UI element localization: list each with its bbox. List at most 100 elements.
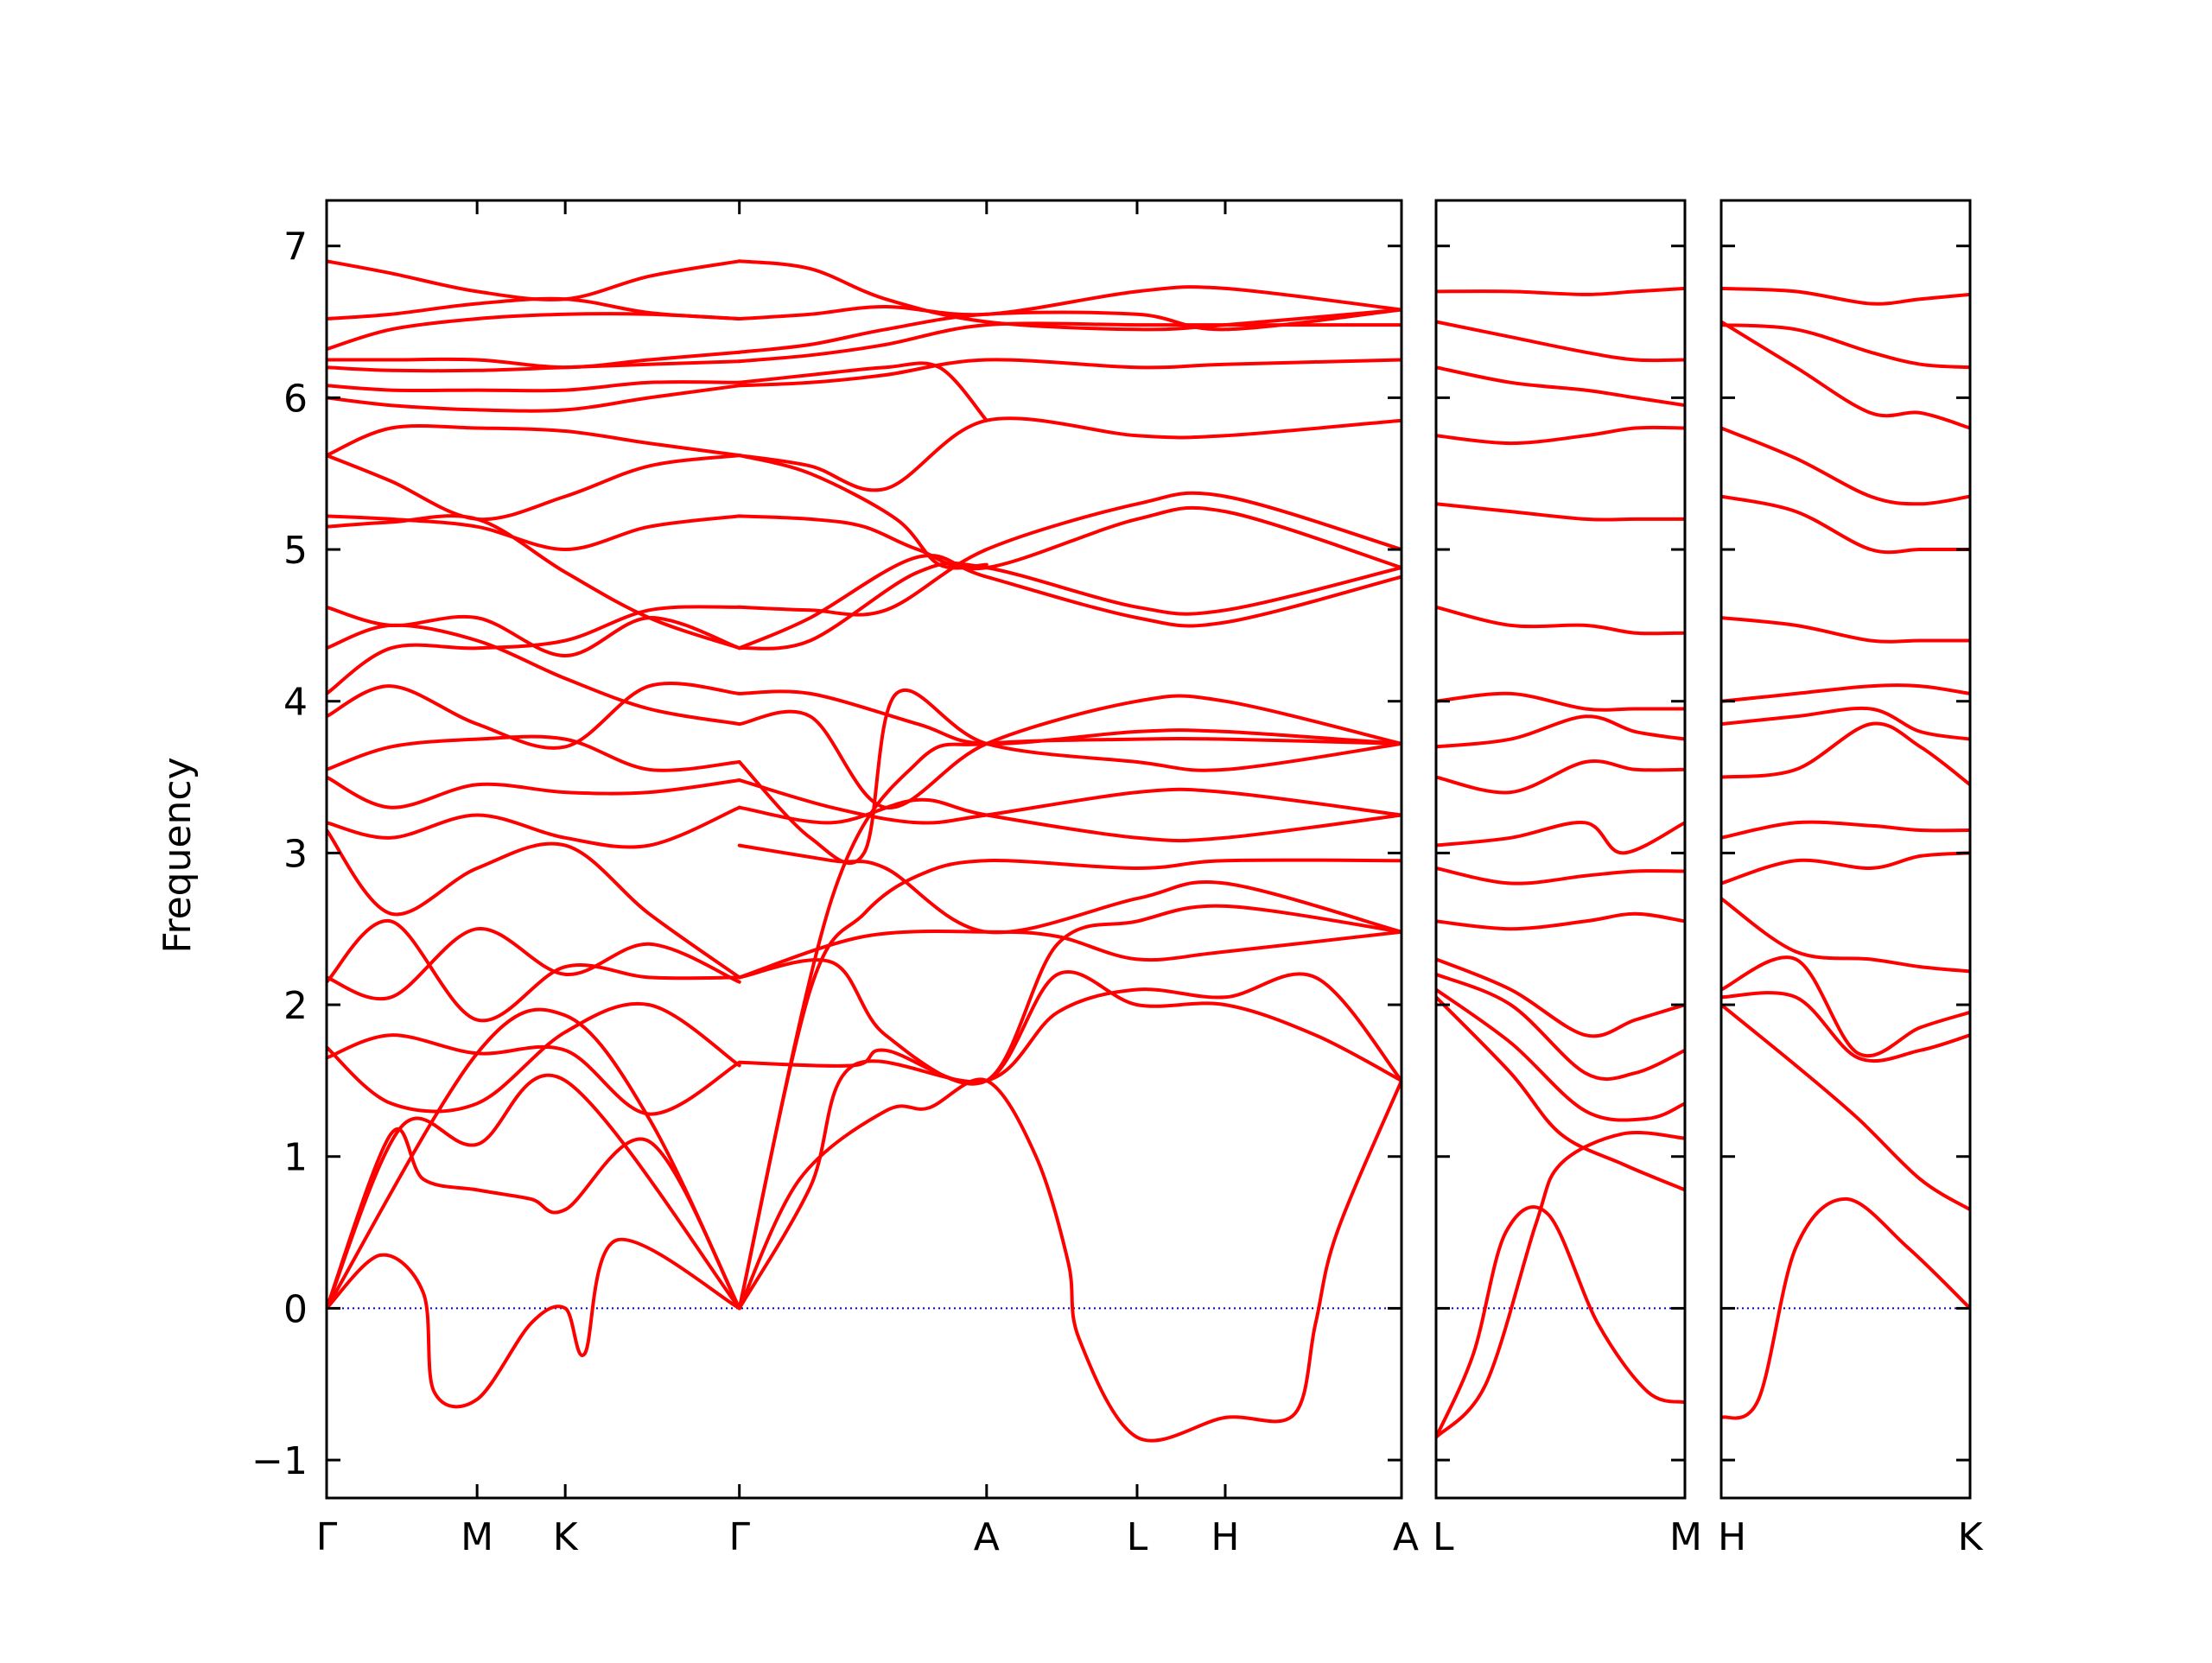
band-line bbox=[737, 454, 988, 570]
x-tick-label: H bbox=[1718, 1515, 1746, 1559]
bands-group bbox=[1436, 286, 1685, 1439]
band-line bbox=[1436, 286, 1685, 296]
band-line bbox=[327, 424, 741, 458]
band-line bbox=[737, 259, 1402, 332]
band-line bbox=[327, 805, 741, 849]
panel-1: −1 0 1 2 3 4 5 6 7 Γ M K Γ A L H A bbox=[251, 199, 1419, 1559]
band-line bbox=[327, 1237, 741, 1409]
band-line bbox=[327, 927, 741, 1001]
band-line bbox=[327, 919, 741, 1023]
band-line bbox=[1436, 995, 1685, 1192]
band-line bbox=[1721, 494, 1970, 555]
x-tick-label: Γ bbox=[316, 1515, 338, 1559]
y-axis-label: Frequency bbox=[156, 757, 200, 953]
y-tick-label: 0 bbox=[283, 1287, 308, 1331]
x-tick-label: K bbox=[553, 1515, 579, 1559]
band-line bbox=[327, 623, 741, 727]
x-tick-label: M bbox=[461, 1515, 493, 1559]
band-line bbox=[1436, 1205, 1685, 1439]
plot-frame bbox=[1719, 199, 1972, 1500]
band-line bbox=[1436, 425, 1685, 446]
band-line bbox=[1436, 820, 1685, 855]
band-line bbox=[1436, 911, 1685, 931]
x-tick-label: A bbox=[1393, 1515, 1419, 1559]
band-line bbox=[737, 797, 1402, 843]
band-line bbox=[737, 688, 1402, 866]
band-line bbox=[1436, 605, 1685, 636]
band-line bbox=[1436, 866, 1685, 885]
band-line bbox=[327, 828, 741, 980]
band-line bbox=[1721, 991, 1970, 1063]
band-line bbox=[737, 285, 1402, 321]
band-line bbox=[327, 1001, 741, 1114]
band-line bbox=[327, 605, 741, 695]
band-line bbox=[1436, 972, 1685, 1082]
band-line bbox=[1436, 957, 1685, 1038]
band-line bbox=[737, 904, 1402, 1086]
band-line bbox=[737, 970, 1402, 1085]
band-line bbox=[737, 778, 1402, 825]
band-line bbox=[737, 358, 1402, 388]
band-line bbox=[1436, 320, 1685, 363]
band-line bbox=[327, 259, 741, 301]
y-tick-label: 2 bbox=[283, 984, 308, 1028]
band-line bbox=[1721, 1003, 1970, 1212]
band-line bbox=[327, 775, 741, 809]
y-tick-label: 3 bbox=[283, 832, 308, 876]
band-line bbox=[1721, 616, 1970, 644]
band-line bbox=[327, 514, 741, 551]
x-tick-label: L bbox=[1433, 1515, 1454, 1559]
band-line bbox=[737, 930, 1402, 980]
band-line bbox=[737, 694, 1402, 809]
y-tick-label: −1 bbox=[251, 1439, 308, 1483]
band-line bbox=[1721, 721, 1970, 787]
x-tick-label: M bbox=[1669, 1515, 1702, 1559]
band-line bbox=[327, 384, 741, 413]
plot-frame bbox=[325, 199, 1403, 1500]
band-line bbox=[1436, 502, 1685, 522]
band-line bbox=[1721, 706, 1970, 741]
y-tick-label: 5 bbox=[283, 529, 308, 573]
y-tick-label: 1 bbox=[283, 1136, 308, 1180]
band-line bbox=[327, 1033, 741, 1116]
band-line bbox=[737, 491, 1402, 617]
x-tick-label: Γ bbox=[728, 1515, 750, 1559]
band-line bbox=[737, 308, 1402, 354]
band-line bbox=[327, 605, 741, 657]
x-tick-label: A bbox=[974, 1515, 1000, 1559]
band-line bbox=[737, 1077, 1402, 1443]
band-line bbox=[737, 843, 1402, 935]
band-line bbox=[1721, 820, 1970, 840]
band-line bbox=[1721, 286, 1970, 306]
band-line bbox=[1721, 851, 1970, 885]
band-line bbox=[737, 972, 1402, 1311]
band-line bbox=[1721, 897, 1970, 974]
bands-group bbox=[1721, 286, 1970, 1420]
band-line bbox=[737, 505, 1402, 571]
band-line bbox=[737, 361, 988, 422]
band-line bbox=[1436, 714, 1685, 749]
y-tick-label: 6 bbox=[283, 377, 308, 421]
bands-group bbox=[327, 259, 1402, 1443]
band-line bbox=[1721, 323, 1970, 370]
band-line bbox=[327, 514, 741, 651]
x-tick-label: L bbox=[1127, 1515, 1148, 1559]
x-tick-label: H bbox=[1211, 1515, 1239, 1559]
band-line bbox=[327, 350, 741, 370]
band-line bbox=[1721, 683, 1970, 703]
x-tick-label: K bbox=[1958, 1515, 1984, 1559]
band-line bbox=[737, 554, 1402, 651]
band-line bbox=[1721, 1196, 1970, 1420]
y-tick-label: 4 bbox=[283, 681, 308, 725]
band-line bbox=[327, 1127, 741, 1311]
band-line bbox=[737, 689, 1402, 746]
plot-frame bbox=[1434, 199, 1687, 1500]
band-line bbox=[327, 734, 741, 772]
band-line bbox=[1436, 759, 1685, 795]
band-line bbox=[1436, 365, 1685, 408]
band-line bbox=[1721, 320, 1970, 430]
